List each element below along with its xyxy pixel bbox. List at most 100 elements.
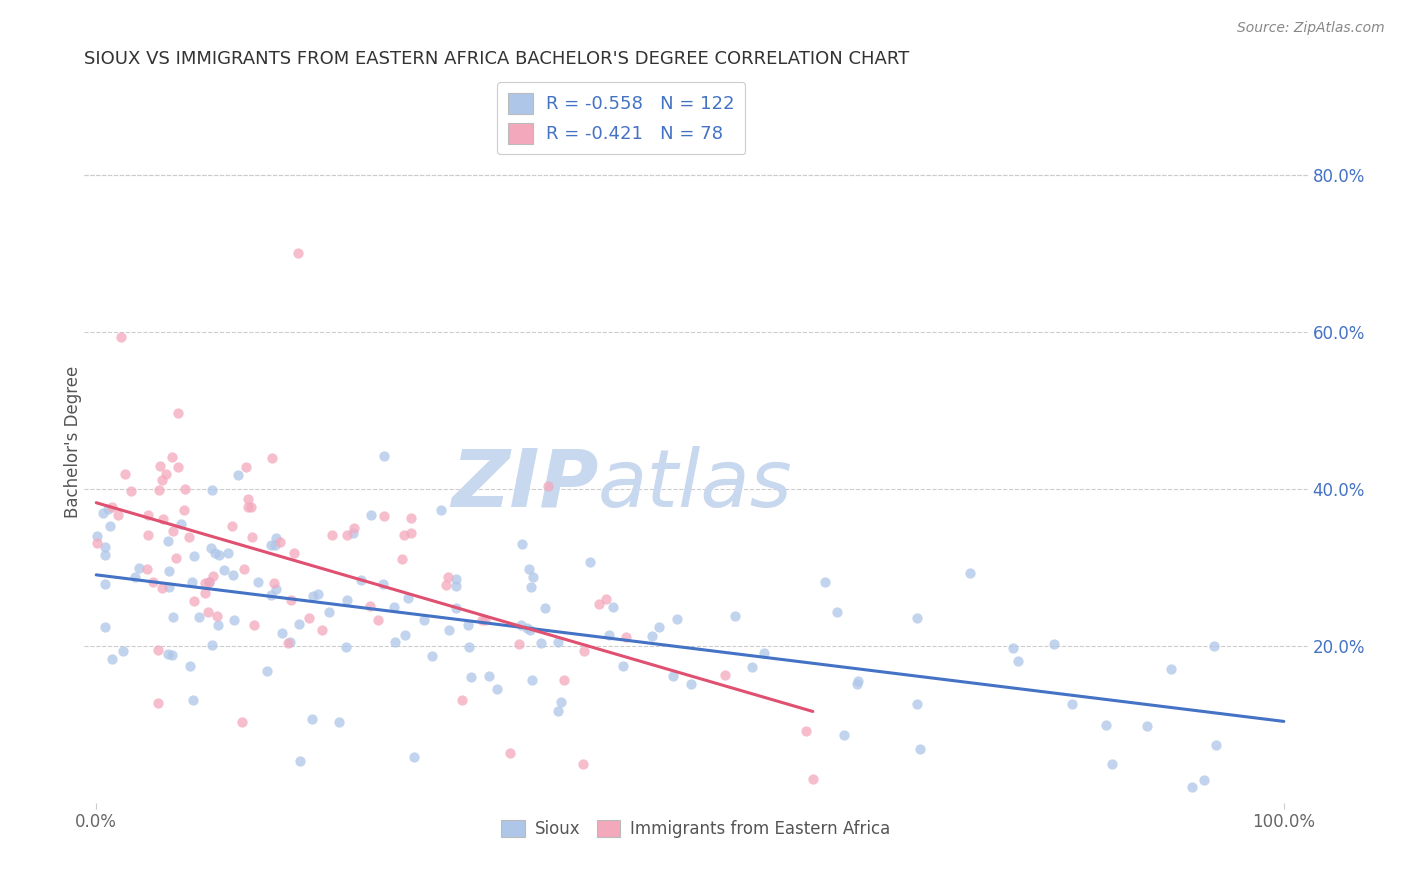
Point: [959, 566, 981, 581]
Point: [167, 460, 190, 475]
Point: [208, 548, 231, 562]
Point: [201, 483, 224, 497]
Point: [160, 450, 183, 465]
Point: [226, 468, 249, 483]
Point: [128, 561, 150, 575]
Point: [157, 580, 180, 594]
Point: [201, 638, 224, 652]
Point: [136, 528, 159, 542]
Point: [813, 574, 835, 589]
Point: [509, 618, 531, 632]
Point: [157, 565, 180, 579]
Point: [1160, 662, 1182, 676]
Point: [256, 664, 278, 678]
Point: [170, 516, 193, 531]
Point: [307, 587, 329, 601]
Point: [450, 692, 472, 706]
Point: [162, 609, 184, 624]
Point: [662, 669, 685, 683]
Point: [794, 723, 817, 738]
Point: [412, 614, 434, 628]
Point: [401, 511, 423, 525]
Point: [1101, 757, 1123, 772]
Point: [111, 643, 134, 657]
Point: [107, 508, 129, 523]
Point: [179, 530, 201, 544]
Point: [598, 628, 620, 642]
Point: [204, 545, 226, 559]
Point: [183, 549, 205, 563]
Point: [231, 714, 253, 729]
Point: [392, 528, 415, 542]
Point: [264, 531, 287, 545]
Point: [240, 530, 263, 544]
Point: [825, 605, 848, 619]
Point: [471, 613, 494, 627]
Point: [277, 636, 299, 650]
Point: [1042, 637, 1064, 651]
Point: [207, 618, 229, 632]
Point: [905, 611, 928, 625]
Point: [162, 524, 184, 538]
Point: [193, 586, 215, 600]
Point: [91, 506, 114, 520]
Point: [434, 578, 457, 592]
Point: [152, 511, 174, 525]
Legend: Sioux, Immigrants from Eastern Africa: Sioux, Immigrants from Eastern Africa: [495, 814, 897, 845]
Point: [553, 673, 575, 687]
Point: [439, 623, 461, 637]
Point: [1205, 738, 1227, 752]
Point: [801, 772, 824, 787]
Point: [270, 625, 292, 640]
Point: [311, 623, 333, 637]
Point: [238, 491, 260, 506]
Point: [280, 593, 302, 607]
Point: [342, 526, 364, 541]
Point: [328, 714, 350, 729]
Point: [908, 742, 931, 756]
Point: [174, 482, 197, 496]
Point: [444, 572, 467, 586]
Point: [120, 483, 142, 498]
Point: [239, 500, 262, 514]
Point: [595, 592, 617, 607]
Point: [579, 555, 602, 569]
Point: [335, 640, 357, 654]
Point: [201, 569, 224, 583]
Point: [94, 577, 117, 591]
Point: [547, 634, 569, 648]
Point: [321, 528, 343, 542]
Point: [155, 467, 177, 481]
Point: [188, 610, 211, 624]
Point: [478, 669, 501, 683]
Point: [150, 474, 173, 488]
Point: [287, 246, 309, 260]
Point: [571, 756, 593, 771]
Point: [152, 581, 174, 595]
Point: [534, 601, 557, 615]
Point: [114, 467, 136, 482]
Text: Source: ZipAtlas.com: Source: ZipAtlas.com: [1237, 21, 1385, 35]
Point: [444, 600, 467, 615]
Point: [262, 450, 284, 465]
Point: [181, 693, 204, 707]
Point: [165, 551, 187, 566]
Point: [641, 629, 664, 643]
Point: [101, 500, 124, 515]
Point: [457, 617, 479, 632]
Point: [474, 613, 496, 627]
Point: [359, 599, 381, 613]
Point: [124, 570, 146, 584]
Point: [86, 535, 108, 549]
Point: [537, 478, 560, 492]
Point: [142, 574, 165, 589]
Point: [167, 406, 190, 420]
Point: [486, 682, 509, 697]
Point: [246, 575, 269, 590]
Point: [221, 519, 243, 533]
Point: [373, 576, 395, 591]
Point: [373, 508, 395, 523]
Point: [243, 618, 266, 632]
Point: [160, 648, 183, 663]
Point: [741, 660, 763, 674]
